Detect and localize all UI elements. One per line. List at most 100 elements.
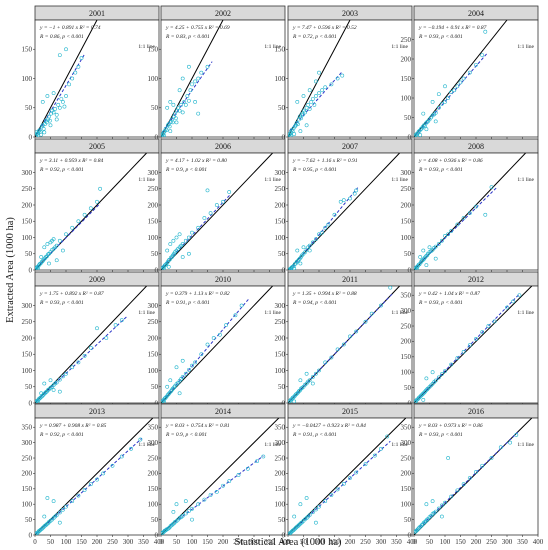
regression-line bbox=[36, 316, 127, 402]
data-point bbox=[313, 507, 318, 512]
data-point bbox=[180, 514, 185, 518]
data-point bbox=[297, 522, 302, 527]
data-point bbox=[42, 514, 47, 519]
data-point bbox=[301, 94, 306, 98]
y-tick-label: 250 bbox=[148, 454, 159, 462]
regression-equation: y = 0.379 + 1.13 x R² = 0.82 bbox=[165, 291, 230, 297]
regression-equation: y = −1 + 0.891 x R² = 0.74 bbox=[39, 24, 101, 31]
regression-equation: y = 8.03 + 0.973 x R² = 0.86 bbox=[418, 423, 483, 429]
facet-panel-2006: 2006 y = 4.17 + 1.02 x R² = 0.80 R = 0.9, … bbox=[148, 138, 286, 274]
data-point bbox=[193, 79, 198, 84]
x-tick-label: 200 bbox=[345, 538, 356, 546]
y-tick-label: 0 bbox=[29, 133, 33, 141]
correlation-stat: R = 0.93, p < 0.001 bbox=[39, 300, 84, 306]
x-tick-label: 150 bbox=[329, 538, 340, 546]
one-to-one-line bbox=[161, 20, 224, 137]
data-point bbox=[424, 127, 429, 132]
data-point bbox=[323, 85, 328, 90]
data-point bbox=[298, 502, 303, 507]
data-point bbox=[304, 496, 309, 500]
data-point bbox=[179, 102, 184, 107]
data-point bbox=[474, 62, 478, 67]
data-point bbox=[480, 330, 485, 335]
data-point bbox=[416, 396, 421, 400]
facet-title: 2013 bbox=[89, 407, 105, 416]
x-tick-label: 150 bbox=[455, 538, 466, 546]
data-point bbox=[62, 104, 67, 109]
data-point bbox=[449, 362, 454, 367]
data-point bbox=[193, 100, 198, 104]
data-point bbox=[57, 238, 62, 243]
data-point bbox=[51, 388, 56, 392]
y-tick-label: 0 bbox=[408, 266, 412, 274]
data-point bbox=[57, 510, 62, 515]
data-point bbox=[67, 82, 72, 87]
data-point bbox=[186, 235, 191, 240]
data-point bbox=[433, 256, 438, 261]
y-tick-label: 200 bbox=[401, 338, 412, 346]
y-tick-label: 300 bbox=[148, 169, 159, 177]
x-tick-label: 400 bbox=[407, 538, 418, 546]
data-point bbox=[64, 504, 68, 509]
data-point bbox=[489, 185, 494, 190]
data-point bbox=[419, 258, 424, 263]
plot-content bbox=[414, 20, 508, 137]
data-point bbox=[64, 47, 68, 52]
correlation-stat: R = 0.72, p < 0.001 bbox=[292, 34, 337, 40]
data-point bbox=[424, 376, 429, 381]
data-point bbox=[82, 212, 87, 217]
data-point bbox=[514, 433, 519, 437]
data-point bbox=[341, 342, 346, 347]
data-point bbox=[169, 255, 173, 260]
data-point bbox=[35, 130, 39, 135]
correlation-stat: R = 0.92, p < 0.001 bbox=[39, 167, 84, 173]
data-point bbox=[190, 363, 194, 368]
data-point bbox=[180, 375, 185, 379]
data-point bbox=[42, 245, 47, 250]
data-point bbox=[436, 506, 441, 511]
plot-area bbox=[287, 152, 413, 271]
y-tick-label: 50 bbox=[404, 384, 412, 392]
data-point bbox=[224, 323, 229, 327]
data-point bbox=[51, 237, 56, 242]
y-tick-label: 250 bbox=[22, 318, 33, 326]
plot-area bbox=[34, 152, 160, 271]
y-tick-label: 200 bbox=[401, 470, 412, 478]
data-point bbox=[48, 123, 53, 128]
y-tick-label: 50 bbox=[404, 250, 412, 258]
data-point bbox=[354, 329, 359, 334]
facet-panel-2001: 2001 y = −1 + 0.891 x R² = 0.74 R = 0.86, … bbox=[22, 5, 160, 141]
data-point bbox=[202, 497, 207, 502]
data-point bbox=[293, 526, 298, 530]
data-point bbox=[439, 503, 444, 508]
data-point bbox=[299, 386, 303, 391]
x-tick-label: 100 bbox=[61, 538, 72, 546]
data-point bbox=[320, 88, 325, 93]
data-point bbox=[236, 473, 241, 477]
x-tick-label: 0 bbox=[286, 538, 290, 546]
y-tick-label: 100 bbox=[401, 234, 412, 242]
facet-title: 2014 bbox=[215, 407, 231, 416]
data-point bbox=[57, 53, 62, 58]
data-point bbox=[433, 378, 438, 383]
data-point bbox=[104, 336, 109, 340]
data-point bbox=[168, 129, 173, 134]
data-point bbox=[166, 526, 171, 531]
y-tick-label: 250 bbox=[22, 454, 33, 462]
y-tick-label: 50 bbox=[278, 250, 286, 258]
data-point bbox=[443, 100, 447, 104]
x-tick-label: 200 bbox=[218, 538, 229, 546]
data-point bbox=[61, 100, 65, 104]
x-axis-title: Statistical Area (1000 ha) bbox=[234, 537, 342, 548]
y-tick-label: 100 bbox=[401, 501, 412, 509]
y-tick-label: 0 bbox=[155, 266, 159, 274]
data-point bbox=[54, 513, 59, 518]
data-point bbox=[70, 499, 75, 504]
data-point bbox=[294, 121, 299, 125]
data-point bbox=[323, 360, 328, 365]
data-point bbox=[205, 342, 210, 347]
y-tick-label: 300 bbox=[401, 439, 412, 447]
facet-title: 2016 bbox=[468, 407, 484, 416]
data-point bbox=[483, 29, 488, 34]
data-point bbox=[288, 132, 291, 137]
